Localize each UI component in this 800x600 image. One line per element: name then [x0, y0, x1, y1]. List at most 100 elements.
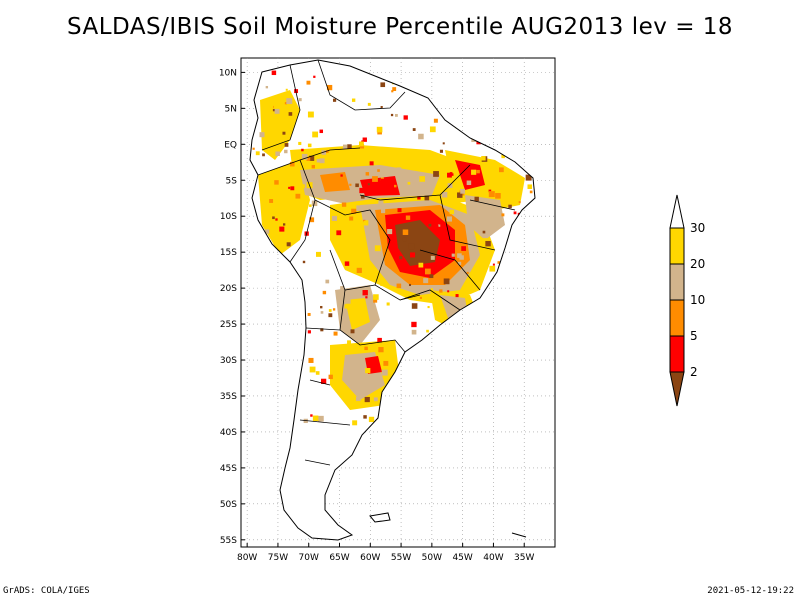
data-speckle	[465, 265, 470, 271]
data-speckle	[365, 368, 371, 374]
data-speckle	[333, 331, 338, 336]
data-speckle	[411, 321, 417, 328]
data-speckle	[288, 112, 293, 116]
data-speckle	[407, 181, 411, 185]
political-borders	[257, 59, 516, 466]
data-speckle	[418, 133, 424, 140]
data-speckle	[433, 118, 438, 123]
lon-label: 45W	[452, 553, 472, 563]
data-speckle	[344, 261, 350, 266]
data-speckle	[447, 172, 452, 178]
data-speckle	[336, 230, 342, 236]
data-speckle	[451, 253, 455, 257]
lon-label: 40W	[483, 553, 503, 563]
data-speckle	[331, 215, 338, 221]
lat-label: 55S	[220, 536, 237, 546]
map-title: SALDAS/IBIS Soil Moisture Percentile AUG…	[66, 14, 734, 40]
data-speckle	[467, 221, 471, 225]
data-speckle	[380, 178, 385, 183]
data-speckle	[279, 226, 285, 232]
data-speckle	[356, 267, 362, 274]
data-speckle	[419, 176, 425, 182]
data-speckle	[320, 378, 327, 384]
data-speckle	[474, 196, 479, 202]
data-speckle	[492, 263, 495, 266]
data-speckle	[392, 341, 395, 344]
data-speckle	[350, 329, 355, 334]
data-speckle	[363, 415, 367, 419]
data-speckle	[449, 209, 455, 215]
data-speckle	[264, 229, 270, 234]
data-speckle	[311, 164, 315, 169]
data-speckle	[457, 253, 462, 258]
data-speckle	[285, 88, 288, 91]
data-speckle	[397, 208, 402, 213]
data-speckle	[481, 156, 486, 161]
data-speckle	[439, 149, 444, 153]
data-speckle	[456, 266, 460, 270]
lat-label: 50S	[220, 500, 237, 510]
falkland-islands	[369, 512, 391, 523]
data-speckle	[455, 294, 459, 298]
lat-label: 20S	[220, 284, 237, 294]
data-speckle	[417, 196, 421, 200]
data-speckle	[367, 102, 371, 106]
data-speckle	[320, 328, 324, 332]
data-speckle	[309, 366, 316, 373]
data-speckle	[307, 111, 314, 118]
data-speckle	[466, 169, 469, 172]
data-speckle	[275, 218, 278, 221]
data-speckle	[290, 186, 295, 191]
data-speckle	[313, 75, 316, 78]
data-speckle	[373, 397, 378, 402]
data-speckle	[363, 220, 369, 226]
data-speckle	[332, 98, 337, 102]
data-speckle	[309, 217, 315, 223]
data-speckle	[364, 346, 368, 351]
data-speckle	[418, 262, 424, 268]
lat-label: 5N	[225, 104, 237, 114]
data-speckle	[452, 169, 456, 174]
lon-label: 55W	[391, 553, 411, 563]
data-speckle	[429, 126, 436, 133]
data-speckle	[288, 186, 291, 189]
data-speckle	[315, 251, 321, 257]
lat-label: 35S	[220, 392, 237, 402]
data-speckle	[306, 157, 311, 161]
data-speckle	[286, 98, 293, 104]
data-speckle	[301, 148, 304, 152]
data-speckle	[412, 128, 416, 131]
data-speckle	[298, 141, 302, 146]
data-speckle	[408, 283, 412, 287]
data-speckle	[312, 415, 319, 422]
data-speckle	[376, 126, 383, 133]
data-speckle	[373, 294, 379, 300]
data-speckle	[426, 329, 429, 333]
data-speckle	[274, 104, 278, 109]
legend-label-10: 10	[690, 293, 705, 307]
data-speckle	[374, 245, 381, 252]
data-speckle	[325, 279, 330, 284]
data-speckle	[411, 329, 417, 335]
data-speckle	[402, 237, 407, 242]
data-speckle	[347, 340, 352, 345]
data-speckle	[501, 154, 505, 159]
data-speckle	[408, 243, 415, 250]
data-speckle	[377, 169, 380, 172]
data-speckle	[365, 296, 368, 299]
data-speckle	[252, 147, 255, 150]
data-speckle	[488, 191, 495, 198]
data-speckle	[446, 216, 453, 222]
data-speckle	[457, 261, 462, 266]
data-speckle	[466, 180, 472, 186]
lon-label: 70W	[299, 553, 319, 563]
data-speckle	[469, 272, 475, 278]
data-speckle	[351, 98, 356, 102]
data-speckle	[399, 256, 403, 260]
data-speckle	[345, 298, 351, 304]
legend-arrow-top	[669, 194, 685, 229]
footer-credit: GrADS: COLA/IGES	[3, 586, 90, 596]
data-speckle	[309, 204, 312, 207]
data-speckle	[508, 204, 512, 209]
legend-label-20: 20	[690, 257, 705, 271]
